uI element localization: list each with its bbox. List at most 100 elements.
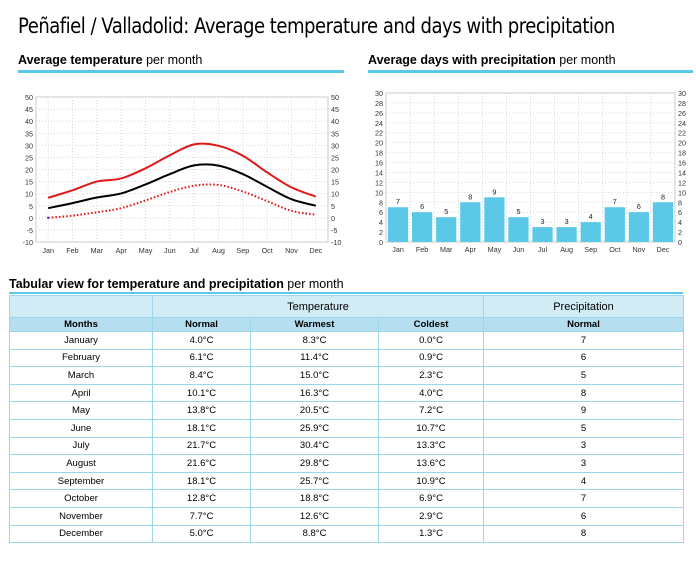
table-row: December 5.0°C 8.8°C 1.3°C 8: [9, 524, 684, 544]
precip-heading-rule: [368, 70, 693, 73]
precip-days-cell: 5: [483, 366, 684, 385]
precip-heading-rest: per month: [555, 53, 616, 67]
warmest-cell: 12.6°C: [250, 506, 379, 526]
normal-temp-cell: 13.8°C: [152, 401, 251, 420]
page-title: Peñafiel / Valladolid: Average temperatu…: [18, 14, 615, 38]
bar-value-label: 4: [589, 212, 593, 221]
table-heading: Tabular view for temperature and precipi…: [9, 277, 344, 291]
y-tick-label-right: 26: [678, 109, 686, 118]
y-tick-label-right: 14: [678, 168, 686, 177]
y-tick-label-right: 8: [678, 198, 682, 207]
bar-value-label: 9: [492, 187, 496, 196]
precip-days-cell: 8: [483, 524, 684, 544]
bar: [652, 202, 674, 242]
y-tick-label-left: 10: [25, 190, 33, 199]
y-tick-label-left: 26: [375, 109, 383, 118]
normal-temp-cell: 4.0°C: [152, 331, 251, 350]
x-tick-label: May: [488, 245, 502, 254]
precip-days-cell: 6: [483, 506, 684, 526]
y-tick-label-right: 24: [678, 119, 686, 128]
y-tick-label-left: -5: [27, 226, 33, 235]
warmest-cell: 15.0°C: [250, 366, 379, 385]
table-row: October 12.8°C 18.8°C 6.9°C 7: [9, 489, 684, 508]
y-tick-label-right: 0: [331, 214, 335, 223]
x-tick-label: Feb: [416, 245, 428, 254]
warmest-cell: 8.3°C: [250, 331, 379, 350]
warmest-cell: 29.8°C: [250, 454, 379, 473]
series-start-marker: [46, 216, 50, 220]
normal-temp-cell: 21.6°C: [152, 454, 251, 473]
y-tick-label-right: 35: [331, 129, 339, 138]
y-tick-label-right: 50: [331, 93, 339, 102]
month-cell: January: [9, 331, 153, 350]
x-tick-label: Nov: [632, 245, 645, 254]
coldest-cell: 2.3°C: [378, 366, 484, 385]
y-tick-label-left: 2: [379, 228, 383, 237]
x-tick-label: Mar: [91, 246, 104, 255]
y-tick-label-right: 2: [678, 228, 682, 237]
series-line-warmest: [47, 142, 317, 199]
x-tick-label: Oct: [609, 245, 620, 254]
bar: [508, 217, 529, 242]
coldest-cell: 10.7°C: [378, 418, 484, 438]
warmest-cell: 20.5°C: [250, 401, 379, 420]
table-corner-cell: [9, 295, 153, 318]
y-tick-label-right: 40: [331, 117, 339, 126]
x-tick-label: Aug: [212, 246, 225, 255]
table-row: September 18.1°C 25.7°C 10.9°C 4: [9, 471, 684, 491]
y-tick-label-left: 15: [25, 178, 33, 187]
y-tick-label-left: 16: [375, 159, 383, 168]
table-heading-rule: [9, 292, 683, 294]
warmest-cell: 30.4°C: [250, 436, 379, 456]
bar: [484, 197, 505, 242]
x-tick-label: Jan: [42, 246, 54, 255]
normal-temp-cell: 12.8°C: [152, 489, 251, 508]
y-tick-label-right: 15: [331, 178, 339, 187]
bar-value-label: 8: [468, 192, 472, 201]
climate-table: Temperature Precipitation Months Normal …: [9, 295, 684, 544]
month-cell: February: [9, 348, 153, 368]
warmest-cell: 11.4°C: [250, 348, 379, 368]
normal-temp-cell: 21.7°C: [152, 436, 251, 456]
y-tick-label-right: 22: [678, 129, 686, 138]
y-tick-label-left: 10: [375, 188, 383, 197]
x-tick-label: Aug: [560, 245, 573, 254]
y-tick-label-right: 10: [331, 190, 339, 199]
temperature-line-chart: -10 -10 -5 -5 0 0 5 5 10 10 15 15 20 20 25 25 30 30 35 35 40…: [23, 93, 342, 255]
normal-temp-cell: 8.4°C: [152, 366, 251, 385]
col-header-normal-precip: Normal: [483, 317, 684, 332]
y-tick-label-right: 12: [678, 178, 686, 187]
month-cell: May: [9, 401, 153, 420]
precip-days-cell: 4: [483, 471, 684, 491]
y-tick-label-right: -5: [331, 226, 337, 235]
y-tick-label-left: 4: [379, 218, 383, 227]
month-cell: June: [9, 418, 153, 438]
coldest-cell: 2.9°C: [378, 506, 484, 526]
precip-days-cell: 5: [483, 418, 684, 438]
x-tick-label: Apr: [465, 245, 477, 254]
y-tick-label-right: 45: [331, 105, 339, 114]
y-tick-label-right: 5: [331, 202, 335, 211]
y-tick-label-left: 40: [25, 117, 33, 126]
y-tick-label-right: 30: [331, 141, 339, 150]
coldest-cell: 6.9°C: [378, 489, 484, 508]
temp-heading-rule: [18, 70, 344, 73]
y-tick-label-left: 45: [25, 105, 33, 114]
y-tick-label-left: 24: [375, 119, 383, 128]
y-tick-label-left: 30: [25, 141, 33, 150]
y-tick-label-right: 30: [678, 89, 686, 98]
month-cell: April: [9, 383, 153, 403]
y-tick-label-right: 28: [678, 99, 686, 108]
y-tick-label-right: 6: [678, 208, 682, 217]
warmest-cell: 25.9°C: [250, 418, 379, 438]
coldest-cell: 7.2°C: [378, 401, 484, 420]
bar: [412, 212, 433, 242]
coldest-cell: 13.6°C: [378, 454, 484, 473]
normal-temp-cell: 18.1°C: [152, 418, 251, 438]
y-tick-label-left: 25: [25, 153, 33, 162]
y-tick-label-right: 18: [678, 149, 686, 158]
y-tick-label-left: 0: [379, 238, 383, 247]
y-tick-label-left: 12: [375, 178, 383, 187]
x-tick-label: Dec: [657, 245, 670, 254]
col-header-months: Months: [9, 317, 153, 332]
